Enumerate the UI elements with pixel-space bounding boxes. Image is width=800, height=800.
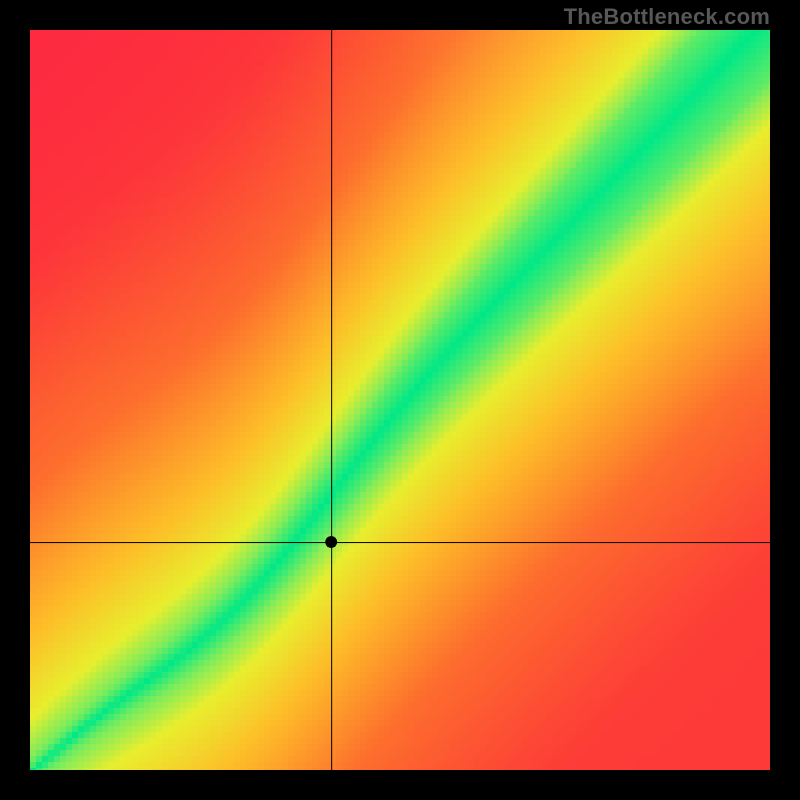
watermark-text: TheBottleneck.com (564, 4, 770, 30)
bottleneck-heatmap (30, 30, 770, 770)
